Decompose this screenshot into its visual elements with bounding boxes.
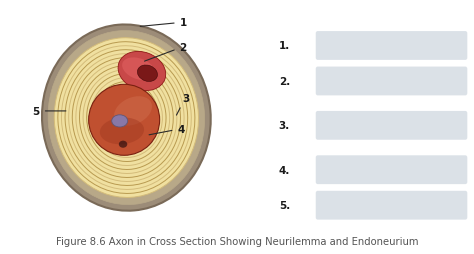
Ellipse shape bbox=[62, 46, 191, 190]
Text: 1.: 1. bbox=[279, 41, 290, 51]
Text: 5.: 5. bbox=[279, 200, 290, 210]
Text: Figure 8.6 Axon in Cross Section Showing Neurilemma and Endoneurium: Figure 8.6 Axon in Cross Section Showing… bbox=[56, 236, 418, 246]
Ellipse shape bbox=[91, 78, 163, 158]
Text: 2: 2 bbox=[145, 42, 187, 62]
FancyBboxPatch shape bbox=[316, 67, 467, 96]
Ellipse shape bbox=[42, 25, 211, 211]
Ellipse shape bbox=[76, 62, 177, 174]
Text: 3.: 3. bbox=[279, 121, 290, 131]
Ellipse shape bbox=[118, 52, 166, 91]
Ellipse shape bbox=[58, 43, 195, 194]
Ellipse shape bbox=[122, 58, 155, 81]
Ellipse shape bbox=[137, 66, 157, 82]
FancyBboxPatch shape bbox=[316, 191, 467, 220]
Ellipse shape bbox=[100, 118, 144, 145]
Text: 1: 1 bbox=[140, 18, 187, 28]
Ellipse shape bbox=[87, 74, 166, 162]
Ellipse shape bbox=[80, 66, 173, 170]
Ellipse shape bbox=[112, 115, 128, 128]
Ellipse shape bbox=[48, 31, 205, 205]
FancyBboxPatch shape bbox=[316, 32, 467, 61]
Text: 2.: 2. bbox=[279, 77, 290, 87]
Ellipse shape bbox=[54, 39, 199, 198]
FancyBboxPatch shape bbox=[316, 112, 467, 140]
Text: 3: 3 bbox=[176, 93, 189, 116]
Ellipse shape bbox=[89, 85, 160, 156]
Text: 4.: 4. bbox=[279, 165, 290, 175]
Ellipse shape bbox=[119, 141, 127, 148]
Text: 4: 4 bbox=[149, 124, 185, 135]
Ellipse shape bbox=[72, 58, 181, 178]
Text: 5: 5 bbox=[33, 106, 66, 117]
FancyBboxPatch shape bbox=[316, 156, 467, 184]
Ellipse shape bbox=[114, 97, 152, 126]
Ellipse shape bbox=[94, 82, 159, 154]
Ellipse shape bbox=[83, 70, 170, 166]
Ellipse shape bbox=[69, 55, 184, 182]
Ellipse shape bbox=[65, 51, 188, 186]
